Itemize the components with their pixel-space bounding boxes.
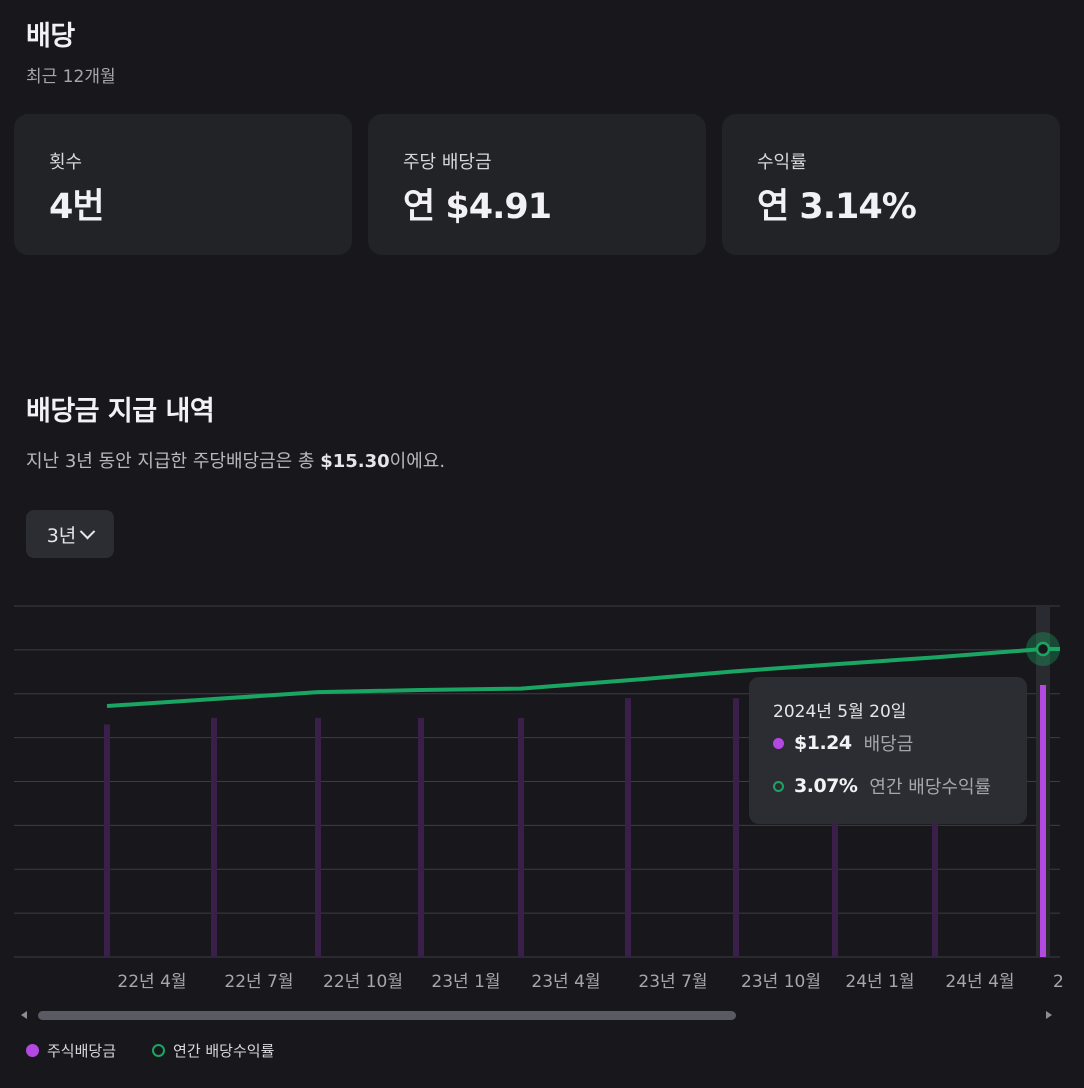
yield-line (106, 647, 1060, 708)
scroll-right-icon[interactable] (1046, 1011, 1052, 1019)
scroll-left-icon[interactable] (21, 1011, 27, 1019)
dividend-chart[interactable]: 22년 4월 22년 7월 22년 10월 23년 1월 23년 4월 23년 7월 23년… (0, 590, 1084, 1000)
dividend-bar (211, 717, 217, 957)
tooltip-dividend-value: $1.24 (794, 732, 852, 754)
x-tick-label: 24년 4월 (945, 972, 1014, 992)
x-tick-label: 22년 4월 (117, 972, 186, 992)
count-value: 4번 (49, 187, 105, 227)
x-tick-label: 23년 1월 (431, 972, 500, 992)
x-tick-label: 22년 7월 (224, 972, 293, 992)
history-total: $15.30 (320, 451, 390, 472)
period-dropdown[interactable]: 3년 (26, 510, 114, 558)
legend-item-yield: 연간 배당수익률 (152, 1040, 274, 1061)
legend-dividend-label: 주식배당금 (47, 1042, 117, 1060)
dividend-per-share-label: 주당 배당금 (403, 152, 492, 173)
yield-label: 수익률 (757, 152, 807, 173)
count-card: 횟수 4번 (14, 114, 352, 255)
chart-scrollbar[interactable] (14, 1006, 1064, 1024)
history-description: 지난 3년 동안 지급한 주당배당금은 총 $15.30이에요. (26, 451, 446, 472)
page-title: 배당 (26, 21, 75, 52)
x-tick-label: 23년 4월 (531, 972, 600, 992)
yield-legend-icon (152, 1044, 166, 1057)
yield-value: 연 3.14% (757, 187, 917, 227)
tooltip-dividend-label: 배당금 (863, 734, 914, 755)
x-tick-label: 2 (1053, 972, 1064, 992)
yield-dot-icon (773, 780, 784, 792)
chevron-down-icon (80, 523, 96, 539)
x-tick-label: 23년 10월 (741, 972, 821, 992)
dividend-legend-icon (26, 1044, 39, 1057)
x-tick-label: 24년 1월 (845, 972, 914, 992)
tooltip-yield-value: 3.07% (794, 775, 858, 797)
tooltip-date: 2024년 5월 20일 (773, 702, 907, 722)
yield-card: 수익률 연 3.14% (722, 114, 1060, 255)
dividend-dot-icon (773, 737, 784, 749)
dividend-bar (315, 717, 321, 957)
history-title: 배당금 지급 내역 (26, 396, 215, 427)
scrollbar-thumb[interactable] (38, 1011, 736, 1020)
tooltip-yield-label: 연간 배당수익률 (869, 777, 992, 798)
dividend-bar (1040, 684, 1046, 957)
dividend-bar (625, 698, 631, 957)
dividend-bar (932, 698, 938, 957)
dividend-bar (832, 698, 838, 957)
dividend-bar (518, 717, 524, 957)
chart-legend: 주식배당금 연간 배당수익률 (26, 1040, 274, 1061)
dividend-bar (418, 717, 424, 957)
dividend-per-share-card: 주당 배당금 연 $4.91 (368, 114, 706, 255)
chart-tooltip: 2024년 5월 20일 $1.24 배당금 3.07% 연간 배당수익률 (749, 677, 1027, 824)
dividend-per-share-value: 연 $4.91 (403, 187, 552, 227)
x-tick-label: 23년 7월 (638, 972, 707, 992)
dividend-bar (733, 698, 739, 957)
dividend-bar (104, 724, 110, 957)
legend-item-dividend: 주식배당금 (26, 1040, 116, 1061)
period-dropdown-label: 3년 (46, 524, 77, 547)
yield-point (1035, 641, 1051, 657)
count-label: 횟수 (49, 152, 83, 173)
page-subtitle: 최근 12개월 (26, 67, 116, 87)
legend-yield-label: 연간 배당수익률 (173, 1042, 275, 1060)
x-tick-label: 22년 10월 (323, 972, 403, 992)
